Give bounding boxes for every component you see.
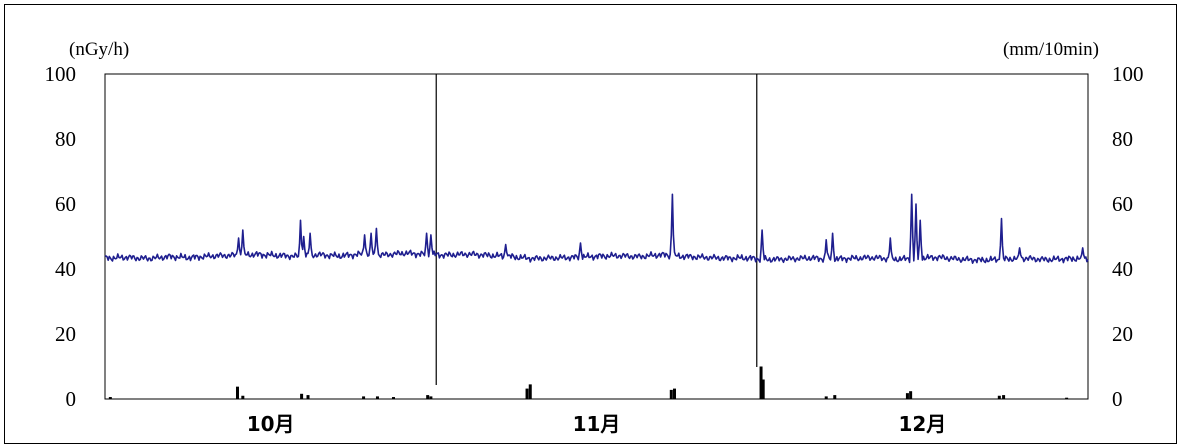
y-right-tick-0: 0 bbox=[1112, 387, 1123, 411]
rainfall-bar-1 bbox=[235, 386, 239, 399]
month-labels: 10月 11月 12月 bbox=[247, 412, 947, 436]
y-left-tick-3: 60 bbox=[55, 192, 76, 216]
month-label-0: 10月 bbox=[247, 412, 295, 436]
y-left-tick-0: 0 bbox=[66, 387, 77, 411]
rainfall-bar-2 bbox=[241, 395, 245, 399]
y-right-tick-4: 80 bbox=[1112, 127, 1133, 151]
chart-frame: (nGy/h) (mm/10min) 0 20 40 60 80 100 0 20 40 60 8… bbox=[4, 4, 1177, 444]
rainfall-bar-14 bbox=[759, 366, 763, 399]
rainfall-bar-6 bbox=[375, 396, 379, 399]
y-right-unit-label: (mm/10min) bbox=[1003, 39, 1099, 60]
plot-area bbox=[104, 73, 1089, 400]
month-label-2: 12月 bbox=[898, 412, 946, 436]
y-left-unit-label: (nGy/h) bbox=[69, 39, 129, 60]
y-right-tick-3: 60 bbox=[1112, 192, 1133, 216]
rainfall-bar-17 bbox=[833, 395, 837, 399]
rainfall-bar-7 bbox=[391, 397, 395, 399]
y-right-tick-1: 20 bbox=[1112, 322, 1133, 346]
rainfall-bar-15 bbox=[761, 379, 765, 399]
y-right-tick-2: 40 bbox=[1112, 257, 1133, 281]
rainfall-bar-8 bbox=[426, 395, 430, 399]
rainfall-bar-3 bbox=[300, 393, 304, 399]
rainfall-bar-18 bbox=[905, 393, 909, 399]
rainfall-bar-11 bbox=[528, 384, 532, 399]
rainfall-bar-10 bbox=[525, 388, 529, 399]
rainfall-bars bbox=[108, 366, 1069, 399]
y-left-tick-5: 100 bbox=[45, 62, 77, 86]
month-divider-lines bbox=[435, 74, 758, 385]
y-left-tick-1: 20 bbox=[55, 322, 76, 346]
rainfall-bar-20 bbox=[997, 395, 1001, 399]
rainfall-bar-4 bbox=[306, 395, 310, 399]
y-right-tick-labels: 0 20 40 60 80 100 bbox=[1112, 62, 1144, 411]
rainfall-bar-9 bbox=[429, 396, 433, 399]
rainfall-bar-5 bbox=[362, 396, 366, 399]
y-left-tick-2: 40 bbox=[55, 257, 76, 281]
rainfall-bar-13 bbox=[672, 388, 676, 399]
rainfall-bar-12 bbox=[669, 389, 673, 399]
rainfall-bar-16 bbox=[824, 396, 828, 399]
chart-svg: (nGy/h) (mm/10min) 0 20 40 60 80 100 0 20 40 60 8… bbox=[45, 39, 1144, 436]
month-label-1: 11月 bbox=[573, 412, 621, 436]
dose-rate-line bbox=[104, 193, 1089, 264]
rainfall-bar-21 bbox=[1002, 395, 1006, 399]
y-right-tick-5: 100 bbox=[1112, 62, 1144, 86]
rainfall-bar-0 bbox=[108, 397, 112, 399]
y-left-tick-labels: 0 20 40 60 80 100 bbox=[45, 62, 77, 411]
y-left-tick-4: 80 bbox=[55, 127, 76, 151]
rainfall-bar-19 bbox=[909, 391, 913, 399]
rainfall-bar-22 bbox=[1065, 397, 1069, 399]
